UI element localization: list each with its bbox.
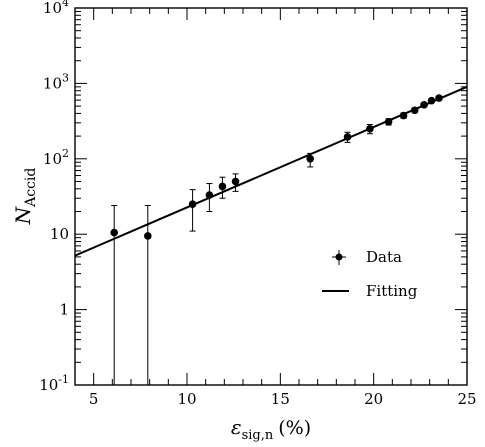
data-marker	[399, 111, 408, 120]
x-axis-title: εsig,n (%)	[231, 415, 311, 443]
x-axis-unit: (%)	[278, 417, 311, 439]
y-axis-subscript: Accid	[23, 168, 39, 208]
y-tick-base: 1	[59, 301, 69, 319]
y-tick-base: 10	[39, 376, 58, 394]
x-axis-subscript: sig,n	[242, 428, 274, 443]
x-axis-symbol: ε	[231, 415, 242, 439]
data-point	[343, 131, 352, 143]
data-marker	[410, 106, 419, 115]
data-point	[420, 101, 428, 109]
data-point	[427, 96, 436, 105]
y-tick-exponent: 3	[62, 71, 69, 84]
data-marker	[188, 200, 197, 208]
data-marker	[435, 94, 443, 102]
data-marker	[384, 117, 393, 126]
y-tick-label: 102	[43, 147, 69, 168]
y-tick-exponent: -1	[58, 373, 69, 386]
y-tick-label: 10-1	[39, 373, 69, 394]
data-point	[384, 117, 393, 126]
y-tick-label: 10	[50, 225, 69, 243]
legend-data-marker	[332, 250, 346, 265]
fit-line-group	[74, 85, 468, 257]
data-point	[306, 152, 315, 168]
y-tick-label: 103	[43, 71, 69, 92]
data-point	[144, 205, 152, 385]
y-tick-base: 10	[50, 225, 69, 243]
data-marker	[205, 191, 214, 199]
fit-line	[74, 85, 468, 257]
legend: Data Fitting	[322, 248, 418, 300]
legend-fitting-label: Fitting	[366, 282, 418, 300]
data-marker	[427, 96, 436, 105]
x-tick-label: 15	[271, 390, 290, 408]
y-tick-base: 10	[43, 0, 62, 17]
y-tick-base: 10	[43, 74, 62, 92]
data-marker	[366, 124, 374, 133]
data-marker	[110, 228, 118, 237]
data-points-group	[110, 94, 443, 385]
data-point	[399, 111, 408, 120]
data-point	[188, 189, 197, 232]
data-point	[366, 124, 374, 135]
legend-data-label: Data	[366, 248, 402, 266]
data-point	[218, 176, 227, 199]
y-axis-title: NAccid	[11, 168, 39, 226]
x-tick-label: 5	[89, 390, 99, 408]
data-point	[410, 106, 419, 115]
data-marker	[231, 177, 240, 186]
y-tick-exponent: 4	[62, 0, 69, 9]
data-marker	[306, 155, 315, 163]
data-marker	[144, 232, 152, 240]
data-point	[110, 205, 118, 385]
data-marker	[420, 101, 428, 109]
y-tick-label: 1	[59, 301, 69, 319]
x-tick-label: 25	[457, 390, 476, 408]
data-point	[231, 173, 240, 192]
y-tick-exponent: 2	[62, 147, 69, 160]
x-tick-label: 20	[364, 390, 383, 408]
y-tick-base: 10	[43, 150, 62, 168]
y-tick-label: 104	[43, 0, 69, 17]
x-tick-label: 10	[177, 390, 196, 408]
data-point	[435, 94, 443, 102]
data-marker	[343, 133, 352, 141]
data-marker	[218, 182, 227, 191]
data-point	[205, 183, 214, 213]
y-axis-symbol: N	[11, 205, 35, 225]
plot-frame	[74, 7, 468, 386]
